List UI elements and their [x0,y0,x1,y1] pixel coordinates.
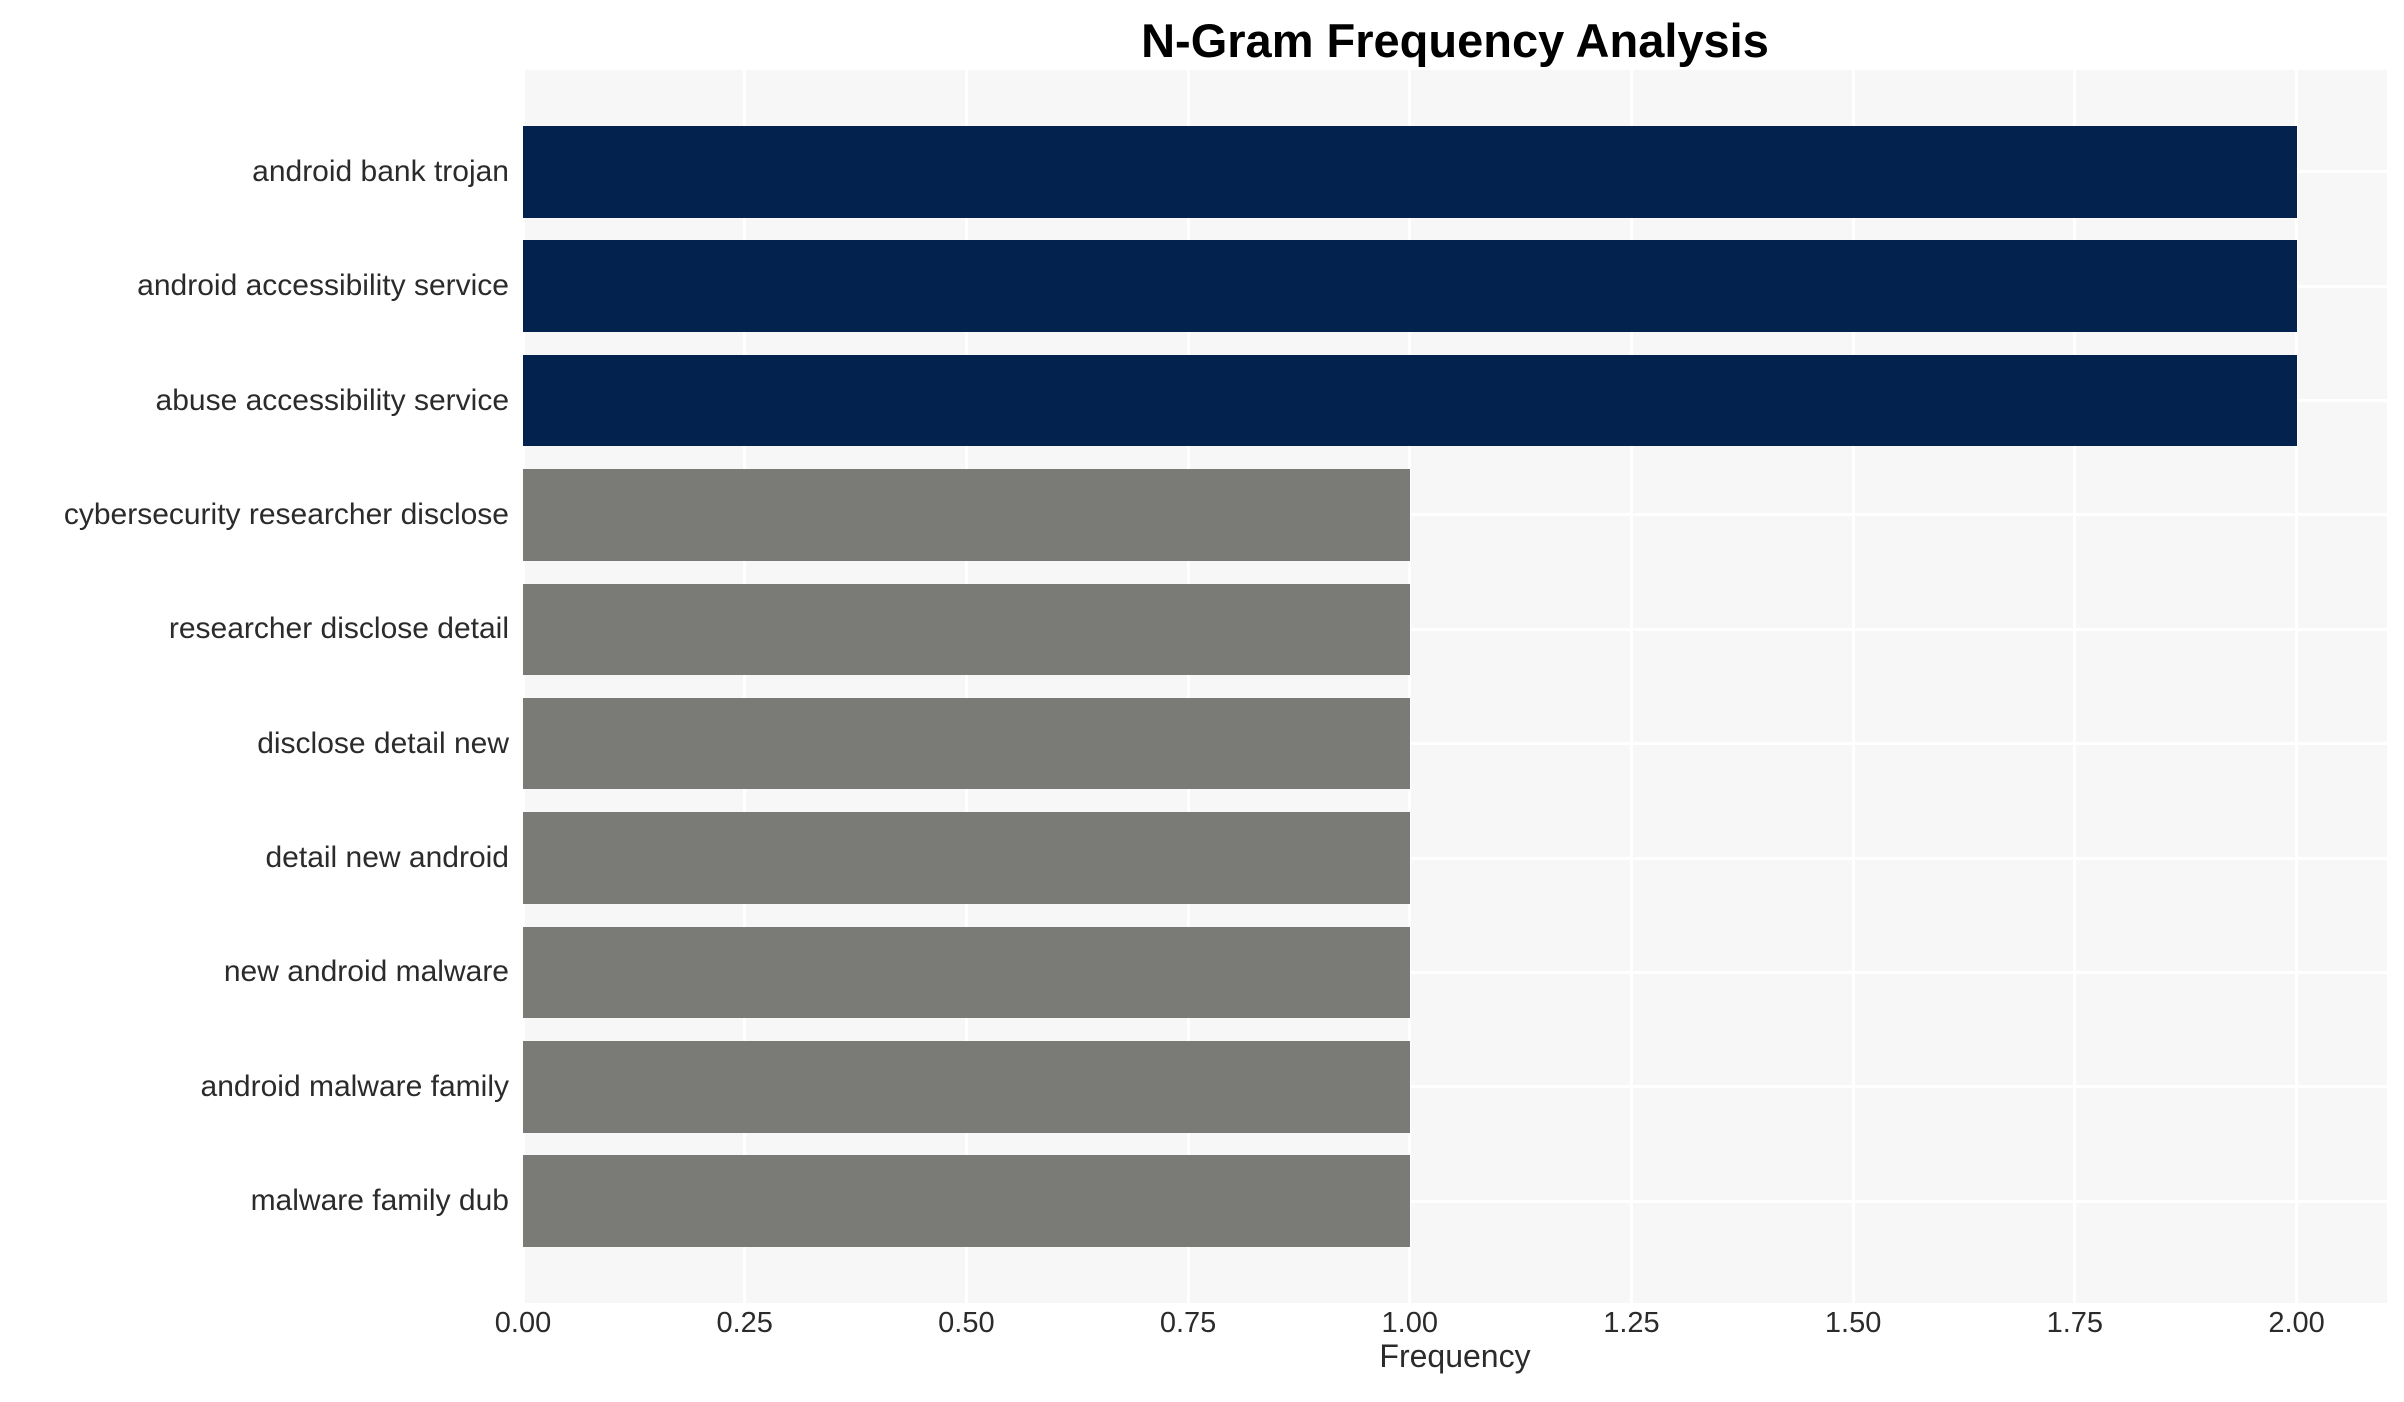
x-gridline [1186,70,1190,1303]
bar-6 [523,812,1410,904]
x-gridline [2295,70,2299,1303]
x-gridline [743,70,747,1303]
y-tick-label-0: android bank trojan [252,154,509,188]
bar-2 [523,354,2297,447]
y-gridline [523,856,2387,860]
y-gridline [523,627,2387,631]
y-tick-label-4: researcher disclose detail [168,612,509,646]
y-gridline [523,970,2387,974]
bar-1 [523,240,2297,332]
x-gridline [521,70,525,1303]
y-tick-label-7: new android malware [223,955,509,989]
y-tick-label-9: malware family dub [250,1184,509,1218]
plot-area [521,70,2387,1303]
x-tick-label-1: 0.25 [716,1307,773,1339]
y-gridline [523,513,2387,517]
x-gridline [964,70,968,1303]
x-tick-label-3: 0.75 [1159,1307,1217,1339]
bar-3 [523,469,1410,561]
y-gridline [523,742,2387,746]
x-tick-label-2: 0.50 [938,1307,995,1339]
x-tick-label-0: 0.00 [494,1307,552,1339]
x-tick-label-6: 1.50 [1824,1307,1882,1339]
x-tick-label-4: 1.00 [1381,1307,1438,1339]
bar-9 [523,1155,1410,1247]
bar-8 [523,1041,1410,1133]
bar-7 [523,926,1410,1019]
chart-title: N-Gram Frequency Analysis [1141,14,1769,67]
x-tick-label-5: 1.25 [1603,1307,1660,1339]
x-tick-label-7: 1.75 [2046,1307,2104,1339]
y-tick-label-3: cybersecurity researcher disclose [63,497,509,531]
bar-5 [523,697,1410,790]
y-tick-label-8: android malware family [200,1069,509,1103]
x-gridline [2073,70,2077,1303]
y-gridline [523,1085,2387,1089]
x-gridline [1408,70,1412,1303]
y-tick-label-5: disclose detail new [257,726,509,760]
y-tick-label-6: detail new android [265,841,509,875]
bar-4 [523,583,1410,676]
y-tick-label-2: abuse accessibility service [155,383,509,417]
x-gridline [1629,70,1633,1303]
x-axis-label: Frequency [1379,1338,1531,1374]
y-tick-label-1: android accessibility service [137,269,509,303]
x-tick-label-8: 2.00 [2268,1307,2325,1339]
x-gridline [1851,70,1855,1303]
y-gridline [523,1199,2387,1203]
bar-0 [523,126,2297,218]
